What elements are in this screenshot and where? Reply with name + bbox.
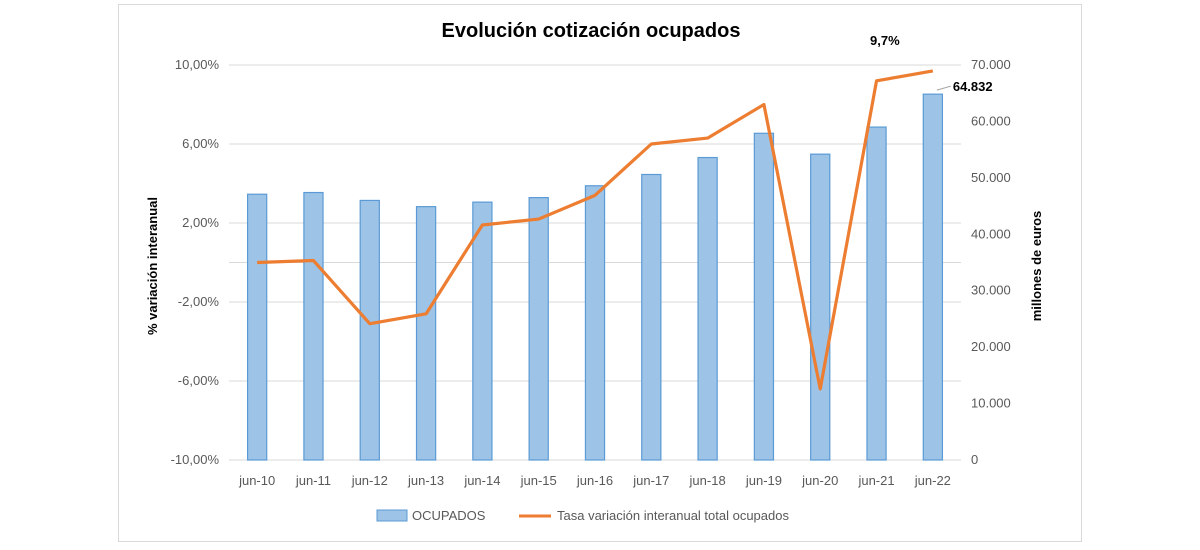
left-tick-label: -10,00%	[171, 452, 220, 467]
annotation-label: 64.832	[953, 79, 993, 94]
right-tick-label: 60.000	[971, 113, 1011, 128]
left-axis-title: % variación interanual	[145, 197, 160, 335]
left-tick-label: -2,00%	[178, 294, 220, 309]
chart: Evolución cotización ocupados -10,00% -6,…	[145, 20, 1044, 523]
legend-bar-label: OCUPADOS	[412, 508, 486, 523]
left-tick-label: 2,00%	[182, 215, 219, 230]
bar	[359, 199, 380, 461]
bar	[472, 201, 493, 461]
annotation-leader	[936, 85, 951, 91]
right-tick-label: 30.000	[971, 283, 1011, 298]
x-tick-label: jun-11	[295, 473, 331, 488]
x-tick-label: jun-20	[801, 473, 838, 488]
bar	[528, 197, 549, 461]
bar	[415, 206, 437, 461]
left-tick-label: 6,00%	[182, 136, 219, 151]
left-tick-label: -6,00%	[178, 373, 220, 388]
right-axis-ticks: 0 10.000 20.000 30.000 40.000 50.000 60.000 70.…	[971, 57, 1011, 467]
x-tick-label: jun-19	[745, 473, 782, 488]
annotations: 9,7% 64.832	[870, 33, 993, 94]
right-axis-title: millones de euros	[1029, 211, 1044, 322]
x-tick-label: jun-13	[407, 473, 444, 488]
right-tick-label: 40.000	[971, 226, 1011, 241]
x-tick-label: jun-22	[914, 473, 951, 488]
legend-bar-swatch	[376, 509, 408, 522]
x-tick-label: jun-14	[463, 473, 500, 488]
x-tick-label: jun-16	[576, 473, 613, 488]
bar	[753, 132, 775, 461]
annotation-label: 9,7%	[870, 33, 900, 48]
chart-frame: Evolución cotización ocupados -10,00% -6,…	[118, 4, 1082, 542]
bar	[922, 93, 944, 461]
line-series	[257, 69, 934, 391]
x-tick-label: jun-17	[632, 473, 669, 488]
left-tick-label: 10,00%	[175, 57, 220, 72]
right-tick-label: 70.000	[971, 57, 1011, 72]
right-tick-label: 10.000	[971, 396, 1011, 411]
x-axis-ticks: jun-10 jun-11 jun-12 jun-13 jun-14 jun-15 jun-…	[238, 473, 951, 488]
series-line	[257, 69, 934, 391]
x-tick-label: jun-12	[351, 473, 388, 488]
bar	[246, 193, 268, 461]
bar	[303, 191, 324, 461]
x-tick-label: jun-15	[520, 473, 557, 488]
x-tick-label: jun-18	[689, 473, 726, 488]
legend: OCUPADOS Tasa variación interanual total…	[376, 508, 789, 523]
bar	[641, 173, 662, 461]
bar	[584, 185, 606, 461]
chart-title: Evolución cotización ocupados	[442, 20, 741, 42]
right-tick-label: 50.000	[971, 170, 1011, 185]
x-tick-label: jun-21	[857, 473, 894, 488]
bar	[866, 126, 887, 461]
x-tick-label: jun-10	[238, 473, 275, 488]
right-tick-label: 20.000	[971, 339, 1011, 354]
right-tick-label: 0	[971, 452, 978, 467]
left-axis-ticks: -10,00% -6,00% -2,00% 2,00% 6,00% 10,00%	[171, 57, 220, 467]
bar-series	[246, 93, 944, 461]
legend-line-label: Tasa variación interanual total ocupados	[557, 508, 789, 523]
bar	[810, 153, 831, 461]
bar	[697, 156, 718, 461]
